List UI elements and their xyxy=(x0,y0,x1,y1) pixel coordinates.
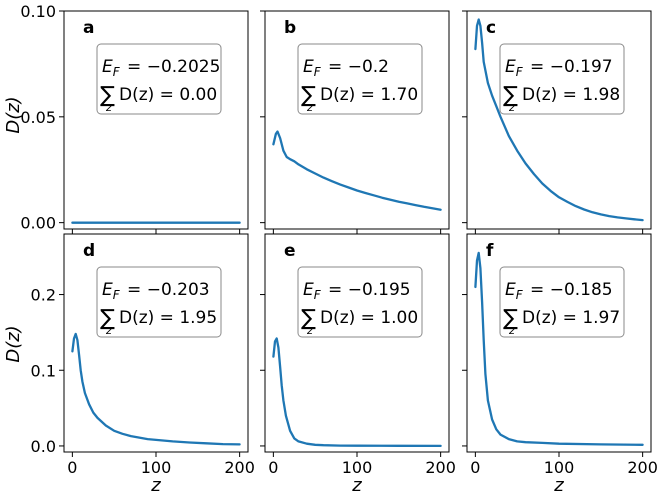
sum-index: z xyxy=(105,101,112,114)
sum-index: z xyxy=(306,324,313,337)
annotation-box-a: EF = −0.2025 ∑z D(z) = 0.00 xyxy=(96,43,222,115)
sum-symbol: ∑ xyxy=(100,306,115,331)
axes-frame xyxy=(466,233,652,453)
sum-symbol: ∑ xyxy=(503,83,518,108)
series-line-e xyxy=(272,337,442,448)
panel-b: b EF = −0.2 ∑z D(z) = 1.70 xyxy=(260,10,450,234)
panel-label-a: a xyxy=(83,18,94,38)
xtick-label: 100 xyxy=(141,458,172,477)
xlabel: z xyxy=(150,475,161,496)
ef-text: EF = −0.185 xyxy=(505,280,613,302)
sum-index: z xyxy=(508,101,515,114)
sum-index: z xyxy=(306,101,313,114)
sum-text: D(z) = 1.00 xyxy=(320,308,418,328)
annotation-frame xyxy=(96,266,222,338)
panel-label-d: d xyxy=(83,241,95,261)
axes-frame xyxy=(264,233,450,453)
annotation-box-d: EF = −0.203 ∑z D(z) = 1.95 xyxy=(96,266,222,338)
panel-label-b: b xyxy=(284,18,296,38)
panel-c: c EF = −0.197 ∑z D(z) = 1.98 xyxy=(462,10,652,234)
annotation-box-c: EF = −0.197 ∑z D(z) = 1.98 xyxy=(499,43,625,115)
ef-text: EF = −0.195 xyxy=(303,280,411,302)
sum-index: z xyxy=(105,324,112,337)
ef-text: EF = −0.2025 xyxy=(102,57,220,79)
xtick-label: 100 xyxy=(544,458,575,477)
ylabel-bottom-row: D(z) xyxy=(3,325,24,362)
xlabel: z xyxy=(351,475,362,496)
ytick-label: 0.2 xyxy=(31,286,56,305)
axes-frame xyxy=(63,233,249,453)
ytick-label: 0.0 xyxy=(31,437,56,456)
ylabel-top-row: D(z) xyxy=(3,96,24,133)
panel-a: 0.00 0.05 0.10 a EF = −0.2025 ∑z D(z) = 0.00 xyxy=(20,2,249,234)
axes-frame xyxy=(466,10,652,230)
axes-frame xyxy=(63,10,249,230)
ytick-label: 0.05 xyxy=(20,108,56,127)
annotation-frame xyxy=(96,43,222,115)
series-line-f xyxy=(474,251,644,446)
series-line-c xyxy=(474,18,644,222)
xtick-label: 0 xyxy=(67,458,77,477)
sum-text: D(z) = 1.97 xyxy=(522,308,620,328)
annotation-frame xyxy=(499,266,625,338)
sum-symbol: ∑ xyxy=(301,306,316,331)
annotation-frame xyxy=(297,266,423,338)
xtick-label: 0 xyxy=(470,458,480,477)
xtick-label: 100 xyxy=(342,458,373,477)
panel-label-e: e xyxy=(284,241,296,261)
series-line-b xyxy=(272,130,442,211)
ytick-label: 0.00 xyxy=(20,214,56,233)
sum-text: D(z) = 1.98 xyxy=(522,85,620,105)
sum-text: D(z) = 1.70 xyxy=(320,85,418,105)
xtick-label: 0 xyxy=(268,458,278,477)
annotation-box-b: EF = −0.2 ∑z D(z) = 1.70 xyxy=(297,43,423,115)
annotation-frame xyxy=(499,43,625,115)
ef-text: EF = −0.2 xyxy=(303,57,389,79)
xtick-label: 200 xyxy=(425,458,456,477)
annotation-frame xyxy=(297,43,423,115)
sum-index: z xyxy=(508,324,515,337)
xtick-label: 200 xyxy=(224,458,255,477)
series-line-d xyxy=(71,332,241,446)
panel-label-c: c xyxy=(486,18,496,38)
sum-symbol: ∑ xyxy=(301,83,316,108)
xlabel: z xyxy=(553,475,564,496)
sum-symbol: ∑ xyxy=(100,83,115,108)
axes-frame xyxy=(264,10,450,230)
sum-text: D(z) = 1.95 xyxy=(119,308,217,328)
annotation-box-e: EF = −0.195 ∑z D(z) = 1.00 xyxy=(297,266,423,338)
ytick-label: 0.10 xyxy=(20,2,56,21)
sum-symbol: ∑ xyxy=(503,306,518,331)
annotation-box-f: EF = −0.185 ∑z D(z) = 1.97 xyxy=(499,266,625,338)
ef-text: EF = −0.203 xyxy=(102,280,210,302)
ytick-label: 0.1 xyxy=(31,361,56,380)
panel-label-f: f xyxy=(486,241,494,261)
ef-text: EF = −0.197 xyxy=(505,57,613,79)
sum-text: D(z) = 0.00 xyxy=(119,85,217,105)
xtick-label: 200 xyxy=(627,458,658,477)
